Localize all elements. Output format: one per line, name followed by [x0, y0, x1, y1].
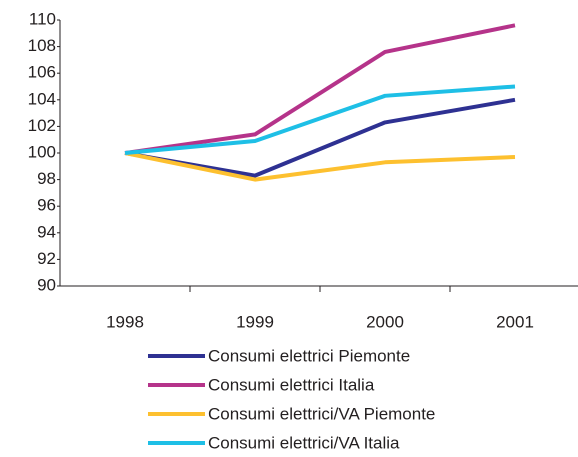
series-line	[124, 84, 516, 155]
y-tick-label: 92	[37, 249, 56, 268]
y-tick-label: 96	[37, 196, 56, 215]
legend-label: Consumi elettrici/VA Piemonte	[208, 404, 435, 423]
y-tick-label: 98	[37, 169, 56, 188]
y-tick-label: 104	[28, 89, 56, 108]
series-line	[124, 23, 516, 155]
legend-label: Consumi elettrici/VA Italia	[208, 433, 400, 452]
legend-label: Consumi elettrici Piemonte	[208, 346, 410, 365]
y-tick-label: 94	[37, 222, 56, 241]
y-tick-label: 108	[28, 36, 56, 55]
y-tick-label: 102	[28, 116, 56, 135]
y-tick-label: 90	[37, 275, 56, 294]
y-tick-label: 110	[29, 9, 56, 28]
x-tick-label: 2001	[496, 312, 534, 331]
x-tick-label: 2000	[366, 312, 404, 331]
series-line	[124, 151, 516, 182]
legend-label: Consumi elettrici Italia	[208, 375, 375, 394]
y-tick-label: 100	[28, 142, 56, 161]
x-tick-label: 1998	[106, 312, 144, 331]
y-tick-label: 106	[28, 63, 56, 82]
x-tick-label: 1999	[236, 312, 274, 331]
